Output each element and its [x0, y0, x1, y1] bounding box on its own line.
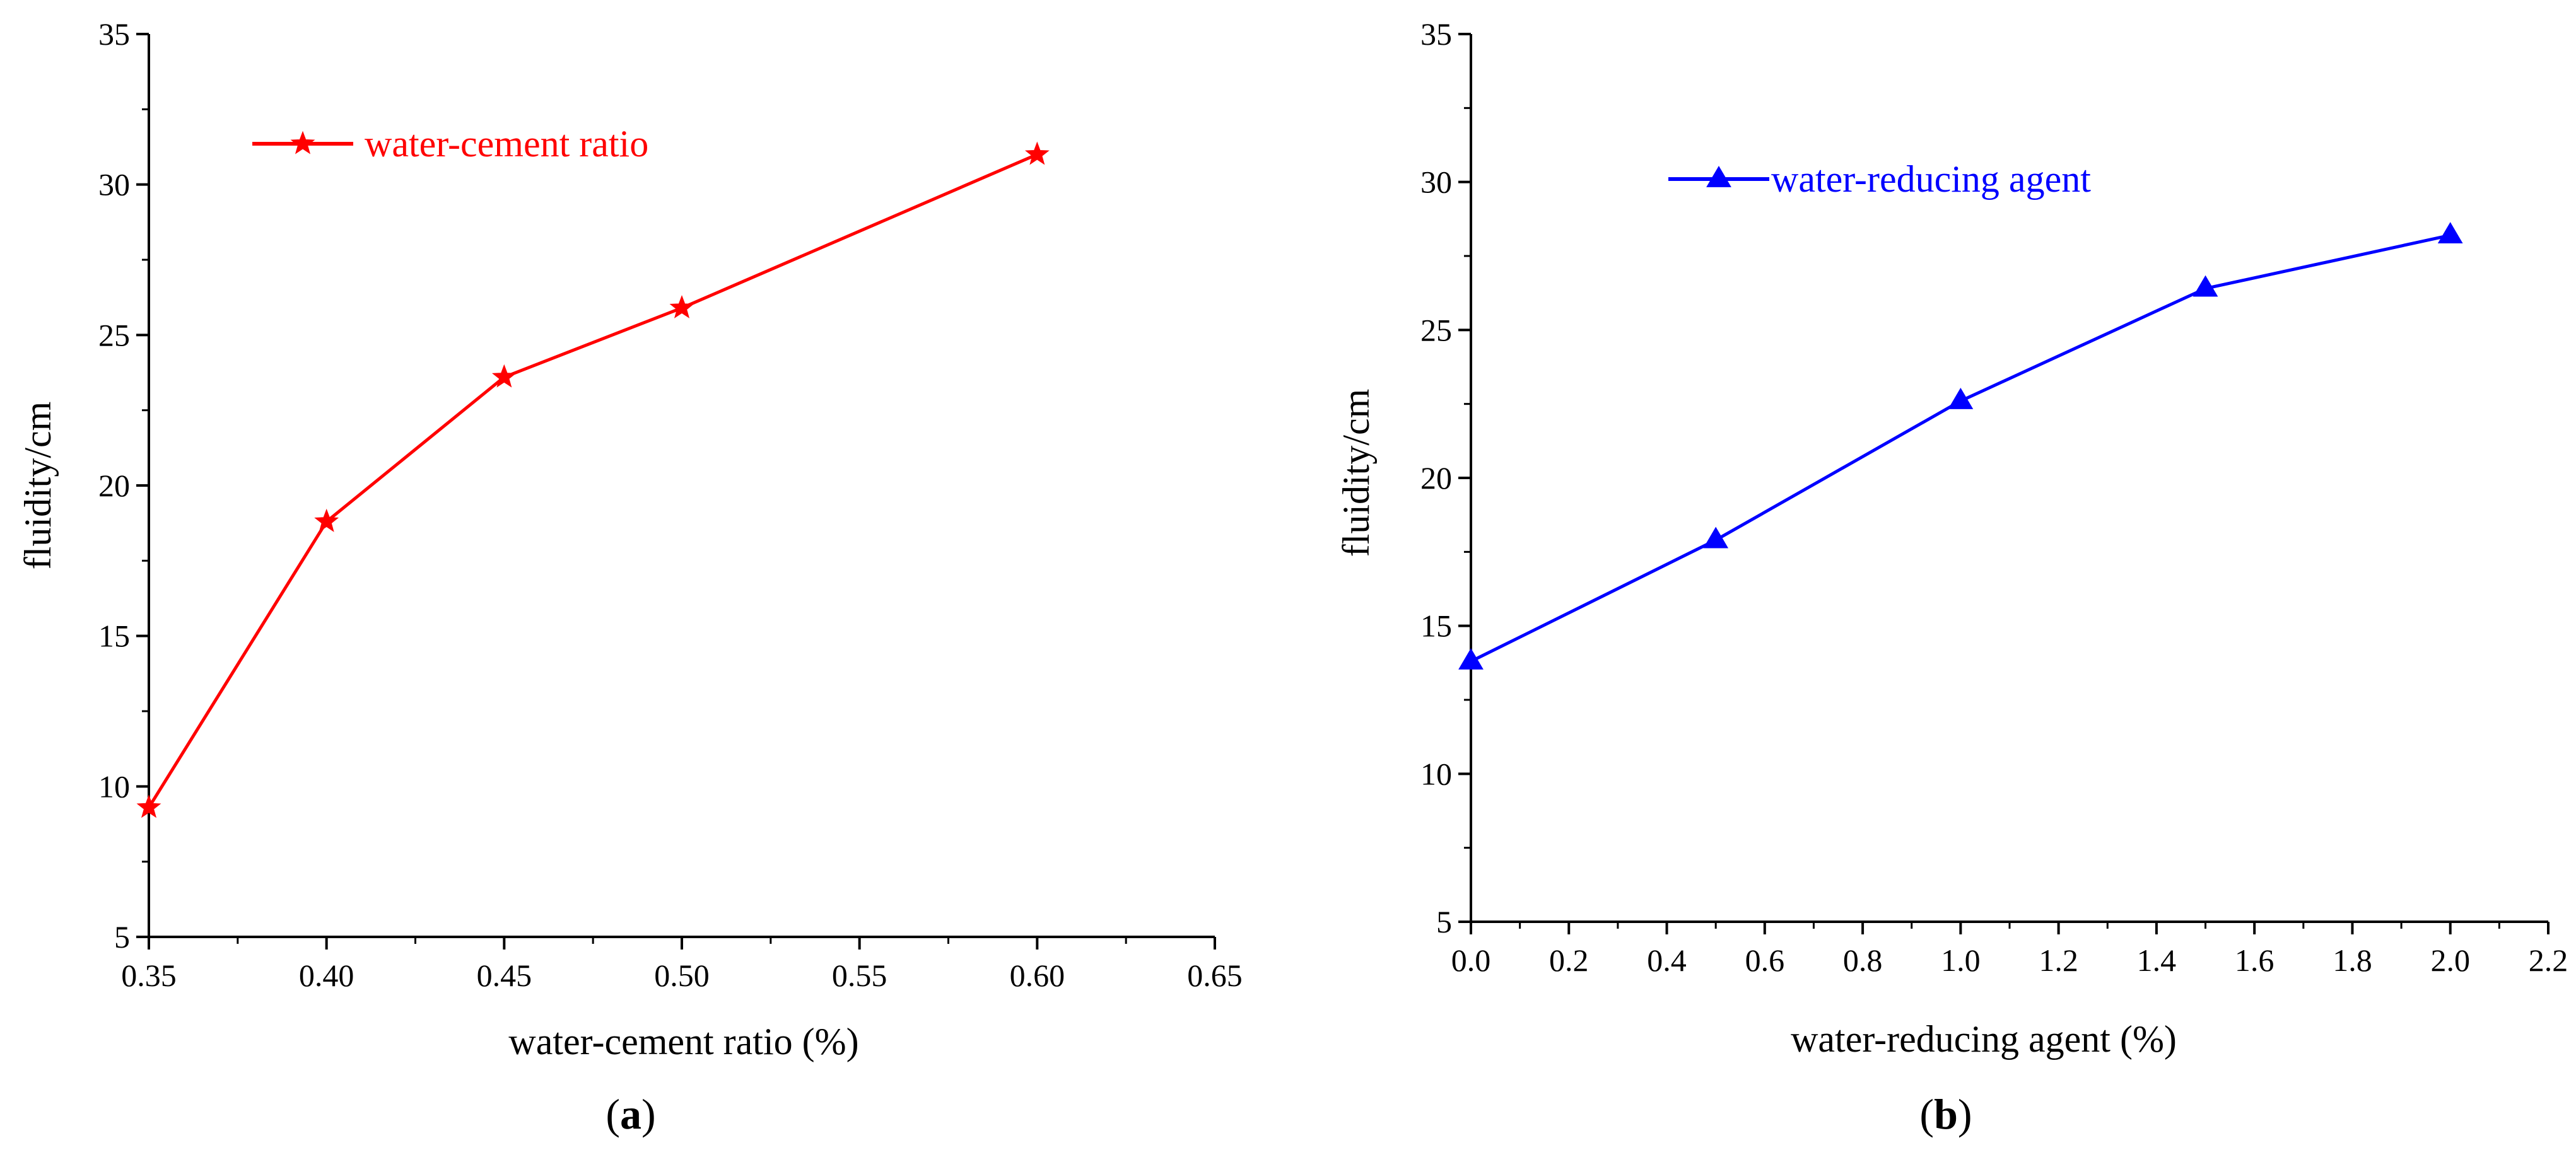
- chart-b-ytick-label: 15: [1420, 608, 1452, 644]
- chart-a-data-point: [1024, 141, 1050, 165]
- chart-b-ytick-label: 5: [1436, 904, 1452, 939]
- chart-b-legend-label: water-reducing agent: [1771, 158, 2091, 200]
- chart-a-xtick-label: 0.45: [477, 958, 532, 993]
- chart-b-xtick-label: 2.0: [2430, 943, 2470, 978]
- chart-b-xtick-label: 0.8: [1843, 943, 1883, 978]
- chart-panel-a: fluidity/cm water-cement ratio (%) (a) 5…: [17, 16, 1243, 1138]
- chart-a-panel-letter: a: [620, 1090, 641, 1138]
- chart-b-xtick-label: 0.0: [1451, 943, 1491, 978]
- chart-b-xtick-label: 0.4: [1647, 943, 1687, 978]
- chart-b-xtick-label: 0.6: [1745, 943, 1785, 978]
- chart-a-legend-label: water-cement ratio: [365, 123, 648, 165]
- chart-a-ylabel: fluidity/cm: [17, 402, 59, 570]
- chart-b-panel-label: (b): [1919, 1090, 1972, 1138]
- chart-b-data-point: [1458, 648, 1484, 670]
- chart-b-data-point: [2193, 275, 2218, 297]
- chart-a-legend-marker: [290, 131, 315, 154]
- chart-a-xlabel: water-cement ratio (%): [508, 1021, 858, 1062]
- chart-b-xtick-label: 1.4: [2137, 943, 2177, 978]
- chart-b-data-point: [2437, 222, 2463, 243]
- chart-a-ytick-label: 30: [98, 167, 130, 202]
- chart-a-ytick-label: 35: [98, 16, 130, 52]
- chart-a-data-point: [136, 794, 161, 818]
- chart-b-ytick-label: 10: [1420, 756, 1452, 791]
- chart-b-legend-marker: [1706, 166, 1731, 187]
- chart-a-xtick-label: 0.60: [1010, 958, 1065, 993]
- chart-b-xtick-label: 2.2: [2529, 943, 2568, 978]
- chart-b-panel-letter: b: [1934, 1090, 1958, 1138]
- chart-a-panel-label: (a): [606, 1090, 655, 1138]
- chart-a-series-line: [147, 153, 1038, 809]
- chart-b-ytick-label: 30: [1420, 165, 1452, 200]
- chart-a-xtick-label: 0.40: [299, 958, 354, 993]
- chart-a-ytick-label: 10: [98, 769, 130, 804]
- chart-a-ytick-label: 20: [98, 468, 130, 503]
- chart-b-xtick-label: 1.0: [1941, 943, 1981, 978]
- chart-a-data-point: [669, 294, 694, 318]
- chart-a-xtick-label: 0.55: [832, 958, 887, 993]
- chart-b-legend: water-reducing agent: [1668, 158, 2091, 200]
- chart-b-xtick-label: 1.6: [2235, 943, 2274, 978]
- chart-a-xtick-label: 0.65: [1187, 958, 1243, 993]
- chart-b-xtick-label: 0.2: [1549, 943, 1589, 978]
- chart-a-data-point: [314, 508, 339, 532]
- chart-a-data-point: [491, 364, 517, 388]
- chart-b-ytick-label: 20: [1420, 460, 1452, 496]
- chart-a-xtick-label: 0.35: [121, 958, 177, 993]
- chart-a-ytick-label: 25: [98, 317, 130, 352]
- chart-b-xtick-label: 1.2: [2039, 943, 2078, 978]
- chart-panel-b: fluidity/cm water-reducing agent (%) (b)…: [1335, 16, 2568, 1138]
- chart-a-ytick-label: 5: [114, 919, 130, 955]
- chart-b-series-line: [1470, 233, 2451, 663]
- chart-a-xtick-label: 0.50: [654, 958, 710, 993]
- chart-b-ytick-label: 35: [1420, 16, 1452, 52]
- chart-b-xlabel: water-reducing agent (%): [1791, 1018, 2177, 1060]
- chart-b-data-point: [1703, 526, 1729, 549]
- chart-b-xtick-label: 1.8: [2333, 943, 2372, 978]
- chart-b-ytick-label: 25: [1420, 312, 1452, 347]
- chart-b-data-point: [1948, 387, 1974, 409]
- chart-b-ylabel: fluidity/cm: [1335, 389, 1377, 557]
- chart-a-legend: water-cement ratio: [252, 123, 648, 165]
- chart-a-ytick-label: 15: [98, 619, 130, 654]
